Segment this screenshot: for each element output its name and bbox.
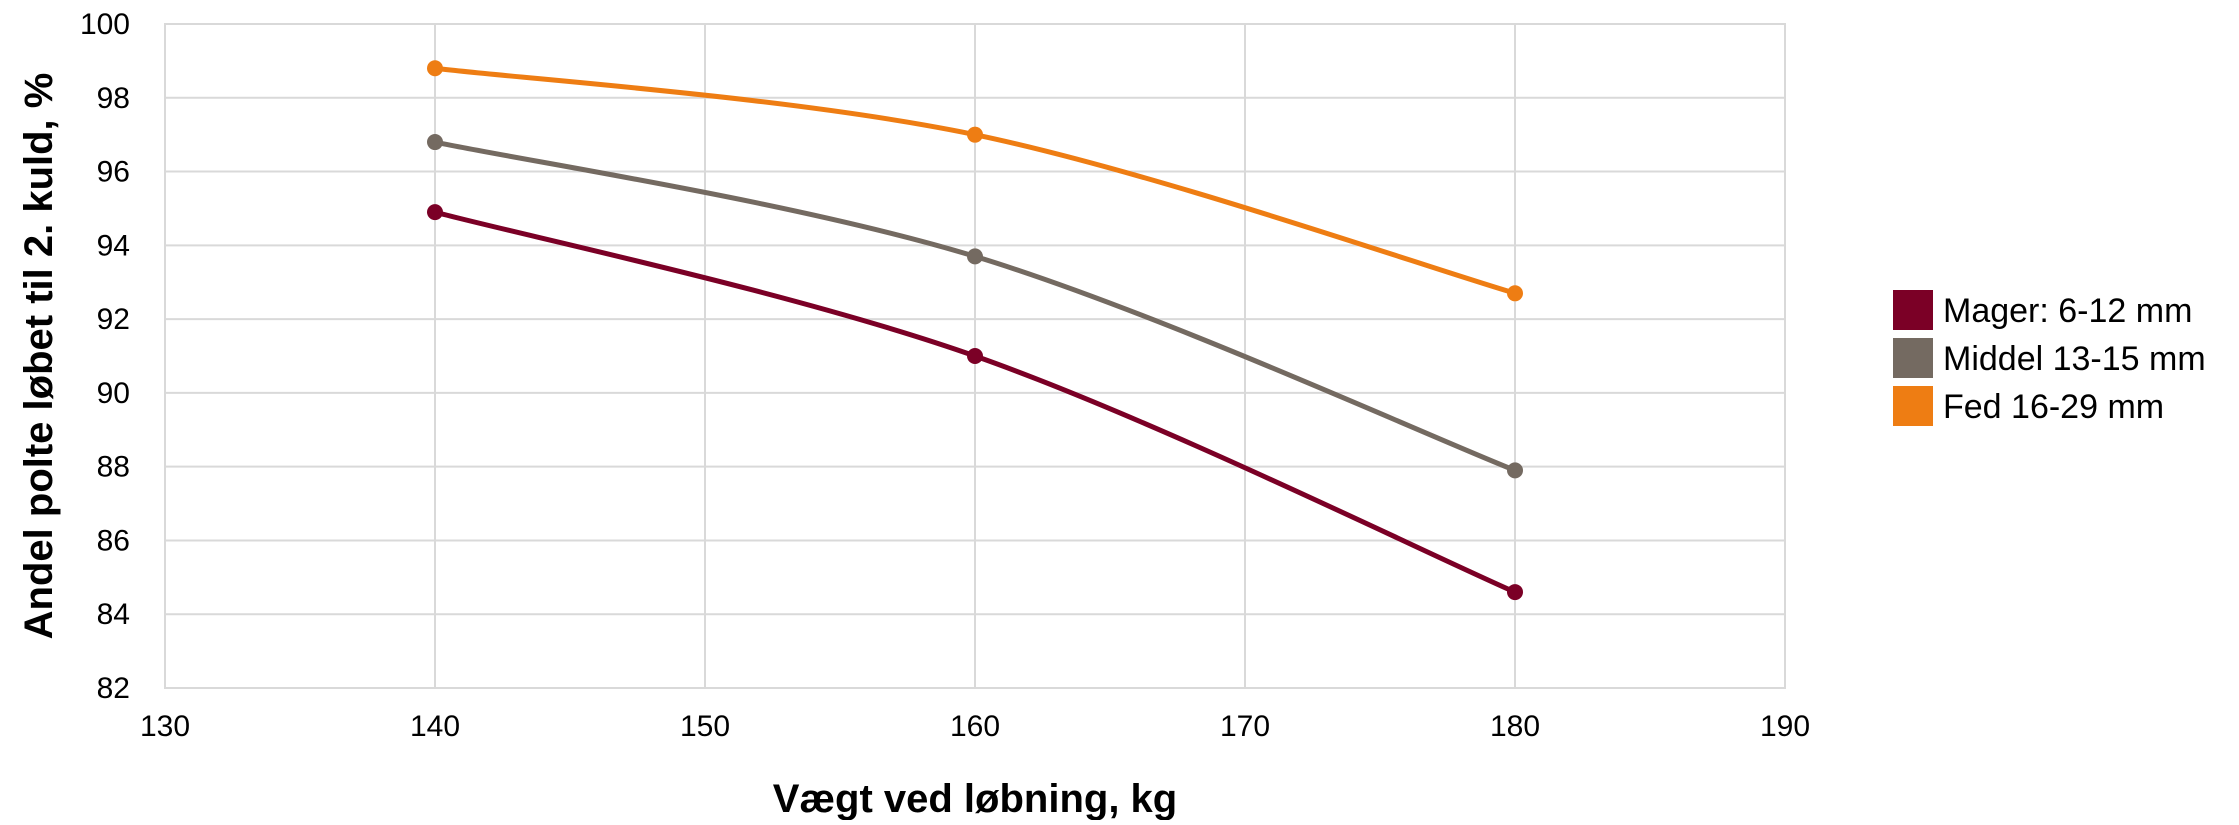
data-point xyxy=(1507,462,1523,479)
legend-label: Fed 16-29 mm xyxy=(1943,388,2164,426)
legend-item: Mager: 6-12 mm xyxy=(1893,290,2192,330)
legend-label: Middel 13-15 mm xyxy=(1943,340,2206,378)
x-axis: 130 140 150 160 170 180 190 xyxy=(140,710,1810,743)
y-tick-label: 92 xyxy=(97,303,130,336)
data-point xyxy=(427,204,443,221)
x-tick-label: 190 xyxy=(1760,710,1810,743)
plot-area xyxy=(164,23,1786,689)
x-tick-label: 130 xyxy=(140,710,190,743)
series-3 xyxy=(427,60,1523,302)
series-group xyxy=(427,60,1523,601)
x-axis-title: Vægt ved løbning, kg xyxy=(773,777,1177,820)
y-tick-label: 94 xyxy=(97,229,130,262)
x-tick-label: 180 xyxy=(1490,710,1540,743)
y-tick-label: 100 xyxy=(80,8,130,41)
y-tick-label: 88 xyxy=(97,451,130,484)
legend: Mager: 6-12 mm Middel 13-15 mm Fed 16-29 m… xyxy=(1893,290,2206,426)
data-point xyxy=(1507,584,1523,601)
data-point xyxy=(967,348,983,364)
y-tick-label: 82 xyxy=(97,672,130,705)
data-point xyxy=(1507,285,1523,302)
legend-swatch xyxy=(1893,386,1933,426)
data-point xyxy=(967,126,983,143)
legend-swatch xyxy=(1893,290,1933,330)
y-tick-label: 98 xyxy=(97,82,130,115)
series-2 xyxy=(427,134,1523,479)
x-tick-label: 140 xyxy=(410,710,460,743)
series-1 xyxy=(427,204,1523,601)
x-tick-label: 150 xyxy=(680,710,730,743)
y-tick-label: 90 xyxy=(97,377,130,410)
x-tick-label: 170 xyxy=(1220,710,1270,743)
y-tick-label: 96 xyxy=(97,156,130,189)
legend-item: Fed 16-29 mm xyxy=(1893,386,2164,426)
x-tick-label: 160 xyxy=(950,710,1000,743)
y-tick-label: 84 xyxy=(97,598,130,631)
y-tick-label: 86 xyxy=(97,524,130,557)
legend-label: Mager: 6-12 mm xyxy=(1943,292,2192,330)
y-axis-title: Andel polte løbet til 2. kuld, % xyxy=(17,73,61,640)
data-point xyxy=(967,248,983,265)
data-point xyxy=(427,134,443,151)
data-point xyxy=(427,60,443,77)
legend-item: Middel 13-15 mm xyxy=(1893,338,2206,378)
legend-swatch xyxy=(1893,338,1933,378)
y-axis: 82 84 86 88 90 92 94 96 98 100 xyxy=(80,8,130,705)
